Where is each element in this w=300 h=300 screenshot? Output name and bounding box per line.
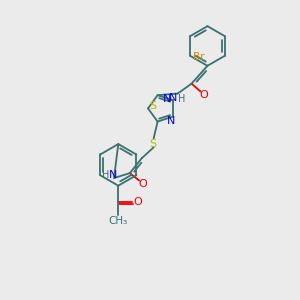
Text: S: S — [149, 140, 156, 149]
Text: H: H — [178, 94, 185, 104]
Text: H: H — [102, 170, 110, 180]
Text: O: O — [139, 178, 147, 189]
Text: N: N — [163, 94, 171, 104]
Text: S: S — [149, 101, 157, 111]
Text: O: O — [134, 196, 142, 206]
Text: CH₃: CH₃ — [109, 216, 128, 226]
Text: N: N — [169, 94, 177, 103]
Text: N: N — [109, 170, 117, 180]
Text: Br: Br — [194, 52, 205, 62]
Text: N: N — [167, 116, 175, 127]
Text: O: O — [200, 90, 208, 100]
